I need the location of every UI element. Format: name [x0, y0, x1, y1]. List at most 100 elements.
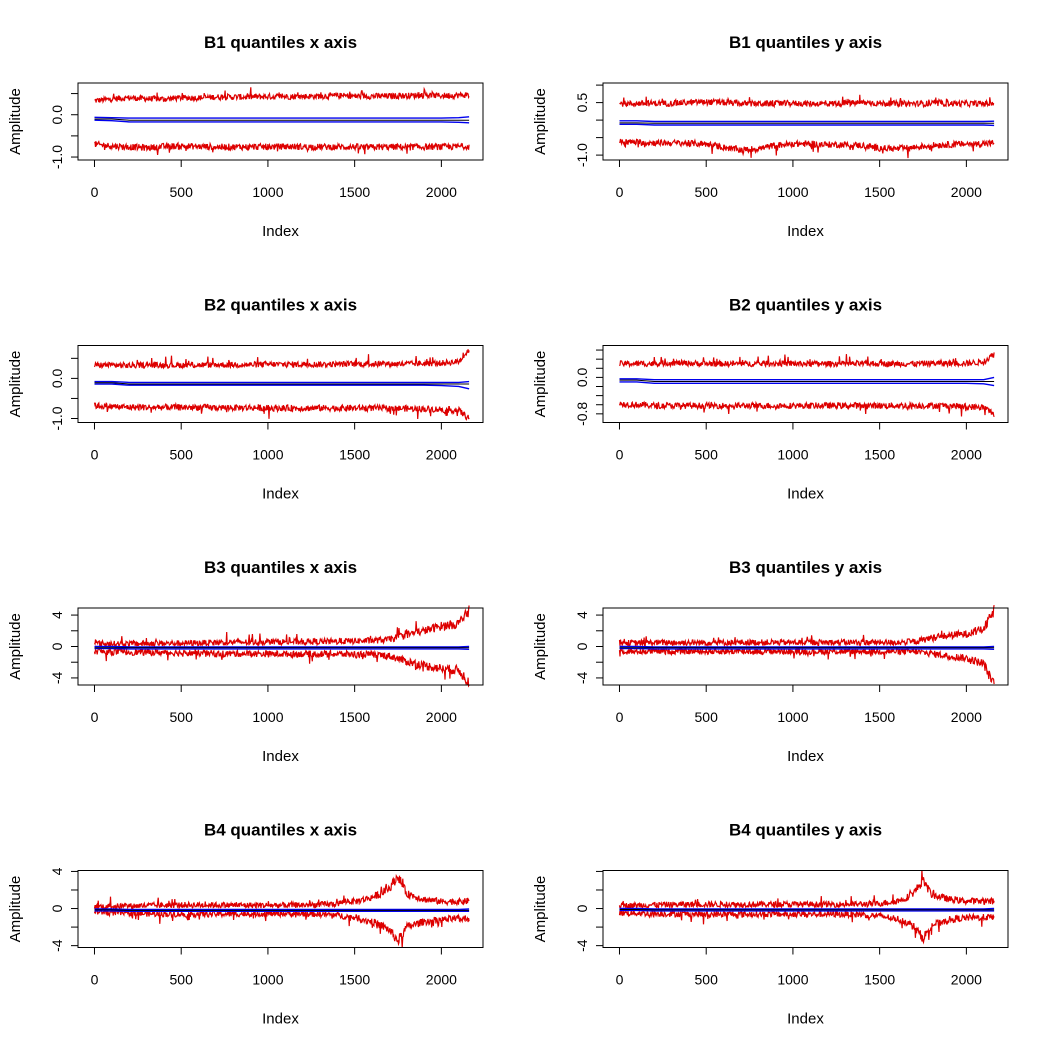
x-tick-label: 500	[695, 972, 719, 988]
panel-3: B2 quantiles x axis Index Amplitude 0 500 100…	[7, 296, 484, 503]
panel-title: B3 quantiles x axis	[204, 558, 357, 577]
x-tick-label: 1500	[864, 709, 895, 725]
panel-5: B3 quantiles x axis Index Amplitude 0 500 100…	[7, 558, 484, 765]
x-tick-label: 0	[616, 184, 624, 200]
x-tick-label: 1000	[252, 447, 283, 463]
x-tick-label: 500	[695, 184, 719, 200]
x-tick-label: 1000	[252, 972, 283, 988]
panel-title: B4 quantiles x axis	[204, 821, 357, 840]
x-tick-label: 2000	[426, 972, 457, 988]
y-axis-label: Amplitude	[532, 613, 549, 680]
inner-lower-quantile-line	[619, 381, 995, 387]
inner-lower-quantile-line	[619, 909, 995, 912]
y-tick-label: -1.0	[574, 143, 590, 167]
y-axis-label: Amplitude	[7, 351, 24, 418]
x-tick-label: 1500	[339, 184, 370, 200]
x-tick-label: 500	[170, 184, 194, 200]
x-tick-label: 500	[695, 709, 719, 725]
x-tick-label: 1000	[252, 184, 283, 200]
y-axis-label: Amplitude	[532, 351, 549, 418]
lower-quantile-line	[93, 401, 470, 421]
x-tick-label: 2000	[951, 709, 982, 725]
upper-quantile-line	[618, 352, 995, 369]
inner-lower-quantile-line	[94, 383, 470, 390]
panel-2: B1 quantiles y axis Index Amplitude 0 500 100…	[532, 33, 1009, 240]
x-axis-label: Index	[262, 486, 299, 503]
upper-quantile-line	[93, 349, 470, 370]
lower-quantile-line	[94, 140, 470, 155]
plot-frame	[602, 870, 1009, 948]
inner-upper-quantile-line	[94, 380, 470, 384]
lower-quantile-line	[93, 908, 470, 948]
x-tick-label: 0	[616, 447, 624, 463]
y-tick-label: 4	[574, 611, 590, 619]
x-tick-label: 1000	[777, 972, 808, 988]
y-tick-label: -1.0	[49, 145, 65, 169]
y-tick-label: 0	[574, 904, 590, 912]
x-tick-label: 2000	[426, 184, 457, 200]
y-tick-label: 0	[49, 904, 65, 912]
panel-4: B2 quantiles y axis Index Amplitude 0 500 100…	[532, 296, 1009, 503]
x-tick-label: 1500	[864, 972, 895, 988]
x-tick-label: 1500	[864, 184, 895, 200]
x-axis-label: Index	[262, 223, 299, 240]
inner-upper-quantile-line	[619, 376, 995, 381]
x-tick-label: 1500	[339, 447, 370, 463]
panel-title: B2 quantiles y axis	[729, 296, 882, 315]
panel-1: B1 quantiles x axis Index Amplitude 0 500 100…	[7, 33, 484, 240]
x-tick-label: 500	[170, 709, 194, 725]
panel-title: B2 quantiles x axis	[204, 296, 357, 315]
x-tick-label: 0	[91, 184, 99, 200]
panel-title: B3 quantiles y axis	[729, 558, 882, 577]
plot-frame	[77, 345, 484, 423]
y-tick-label: 0.5	[574, 93, 590, 113]
y-tick-label: -4	[574, 939, 590, 952]
plot-frame	[602, 607, 1009, 686]
x-tick-label: 1500	[339, 972, 370, 988]
upper-quantile-line	[93, 605, 470, 649]
y-tick-label: -4	[574, 671, 590, 684]
y-tick-label: 4	[49, 611, 65, 619]
y-tick-label: 0	[49, 642, 65, 650]
y-tick-label: 0.0	[49, 368, 65, 388]
x-axis-label: Index	[787, 1011, 824, 1028]
x-tick-label: 500	[170, 972, 194, 988]
inner-upper-quantile-line	[94, 908, 470, 911]
plot-frame	[602, 345, 1009, 423]
upper-quantile-line	[94, 86, 470, 105]
x-axis-label: Index	[787, 486, 824, 503]
x-tick-label: 0	[616, 709, 624, 725]
panel-8: B4 quantiles y axis Index Amplitude 0 500 100…	[532, 821, 1009, 1028]
y-tick-label: 0	[574, 642, 590, 650]
median-line	[94, 118, 470, 121]
x-tick-label: 1500	[339, 709, 370, 725]
inner-lower-quantile-line	[619, 647, 995, 650]
upper-quantile-line	[93, 873, 470, 912]
lower-quantile-line	[618, 400, 995, 418]
y-tick-label: -1.0	[49, 406, 65, 430]
y-tick-label: 0.0	[574, 367, 590, 387]
median-line	[94, 909, 470, 911]
x-tick-label: 1000	[777, 447, 808, 463]
panel-title: B4 quantiles y axis	[729, 821, 882, 840]
plot-frame	[602, 82, 1009, 161]
y-axis-label: Amplitude	[7, 613, 24, 680]
x-tick-label: 0	[616, 972, 624, 988]
x-tick-label: 1000	[777, 184, 808, 200]
y-axis-label: Amplitude	[532, 876, 549, 943]
upper-quantile-line	[619, 94, 995, 109]
inner-lower-quantile-line	[94, 119, 470, 124]
y-tick-label: -4	[49, 671, 65, 684]
inner-upper-quantile-line	[94, 116, 470, 119]
panel-6: B3 quantiles y axis Index Amplitude 0 500 100…	[532, 558, 1009, 765]
plot-frame	[77, 82, 484, 161]
y-axis-label: Amplitude	[7, 876, 24, 943]
x-tick-label: 1500	[864, 447, 895, 463]
x-tick-label: 1000	[252, 709, 283, 725]
x-tick-label: 2000	[951, 972, 982, 988]
x-axis-label: Index	[787, 748, 824, 765]
inner-lower-quantile-line	[619, 123, 995, 127]
panel-7: B4 quantiles x axis Index Amplitude 0 500 100…	[7, 821, 484, 1028]
x-tick-label: 2000	[951, 447, 982, 463]
